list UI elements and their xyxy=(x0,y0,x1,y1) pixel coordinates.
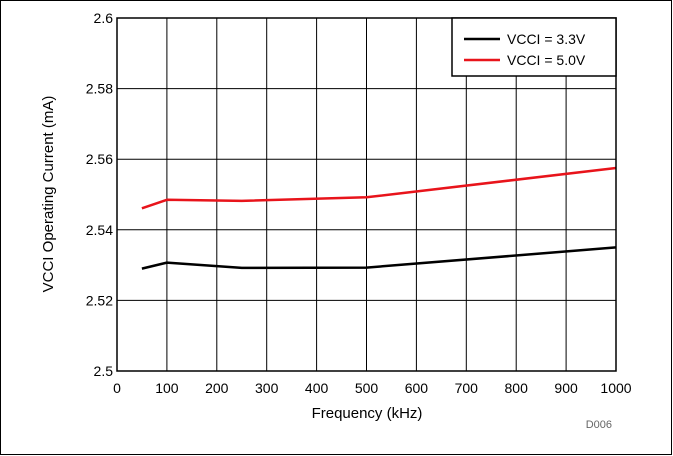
figure-id-label: D006 xyxy=(586,419,612,431)
series-line-2 xyxy=(141,166,617,210)
x-tick-label: 200 xyxy=(205,380,229,396)
y-tick-label: 2.58 xyxy=(86,81,113,97)
x-axis-label: Frequency (kHz) xyxy=(312,405,423,422)
legend-label-series-2: VCCI = 5.0V xyxy=(507,52,586,68)
series-layer xyxy=(141,166,617,270)
y-tick-label: 2.52 xyxy=(86,292,113,308)
legend-label-series-1: VCCI = 3.3V xyxy=(507,31,586,47)
x-tick-label: 100 xyxy=(155,380,179,396)
legend-box xyxy=(451,17,617,77)
legend: VCCI = 3.3V VCCI = 5.0V xyxy=(451,17,617,77)
y-tick-label: 2.5 xyxy=(94,363,114,379)
x-tick-label: 300 xyxy=(255,380,279,396)
x-tick-label: 900 xyxy=(554,380,578,396)
x-tick-label: 1000 xyxy=(600,380,631,396)
series-line-1 xyxy=(141,246,617,270)
y-tick-label: 2.54 xyxy=(86,222,113,238)
x-tick-label: 400 xyxy=(305,380,329,396)
x-tick-label: 600 xyxy=(405,380,429,396)
y-tick-label: 2.6 xyxy=(94,10,114,26)
x-tick-labels: 0 100 200 300 400 500 600 700 800 900 1000 xyxy=(113,380,632,396)
x-tick-label: 500 xyxy=(355,380,379,396)
y-tick-label: 2.56 xyxy=(86,151,113,167)
y-axis-label: VCCI Operating Current (mA) xyxy=(40,96,57,293)
x-tick-label: 800 xyxy=(505,380,529,396)
x-tick-label: 700 xyxy=(455,380,479,396)
x-tick-label: 0 xyxy=(113,380,121,396)
plot-frame xyxy=(116,17,617,372)
y-tick-labels: 2.5 2.52 2.54 2.56 2.58 2.6 xyxy=(86,10,113,379)
